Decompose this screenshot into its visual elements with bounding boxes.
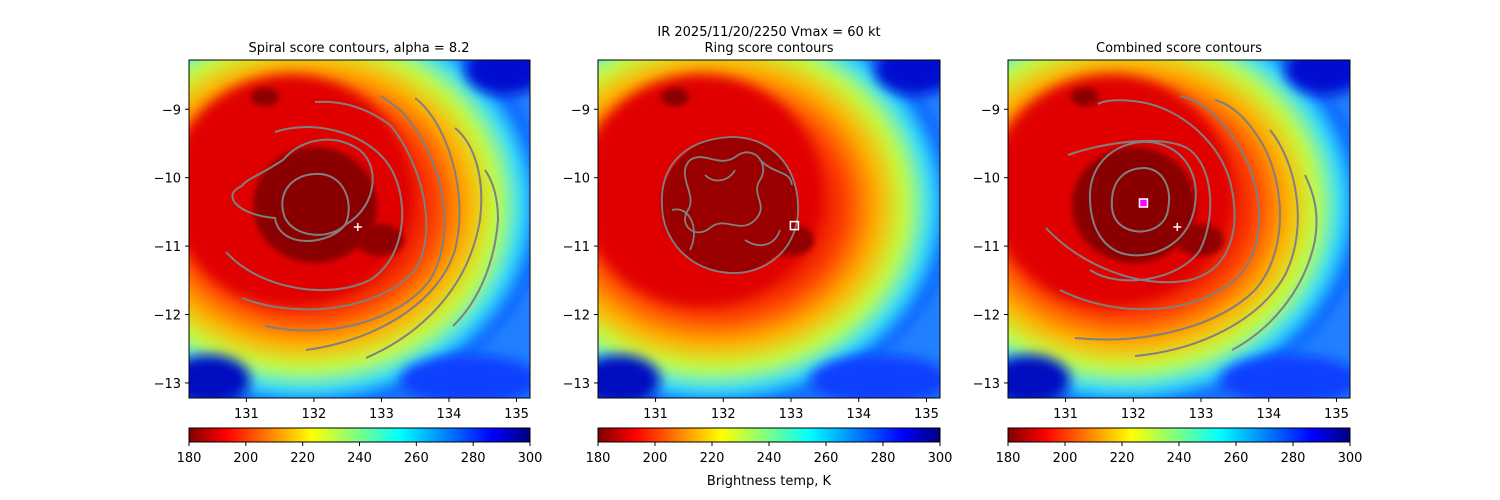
spiral-contour-line bbox=[264, 95, 446, 332]
spiral-contours-0 bbox=[225, 95, 500, 359]
spiral-contours-2 bbox=[1045, 95, 1318, 357]
combined-contour-line bbox=[1231, 174, 1318, 351]
storm-center-marker bbox=[353, 222, 362, 231]
colorbar-tick-label: 240 bbox=[1167, 451, 1192, 466]
colorbar-label: Brightness temp, K bbox=[707, 474, 832, 489]
y-tick-label: −9 bbox=[571, 103, 590, 118]
combined-center-marker bbox=[1138, 198, 1149, 208]
ring-contour-line bbox=[683, 151, 765, 234]
combined-contour-line bbox=[1088, 140, 1197, 257]
ring-contour-line bbox=[661, 136, 799, 274]
panel-title-spiral: Spiral score contours, alpha = 8.2 bbox=[248, 41, 469, 56]
colorbar-tick-label: 240 bbox=[347, 451, 372, 466]
colorbar-tick-label: 280 bbox=[871, 451, 896, 466]
figure-suptitle: IR 2025/11/20/2250 Vmax = 60 kt bbox=[657, 25, 880, 40]
storm-center-marker bbox=[1173, 222, 1182, 231]
colorbar-tick-label: 220 bbox=[290, 451, 315, 466]
spiral-contour-line bbox=[365, 127, 483, 359]
colorbar-tick-label: 200 bbox=[643, 451, 668, 466]
x-tick-label: 132 bbox=[1121, 407, 1146, 422]
y-tick-label: −13 bbox=[154, 377, 181, 392]
y-tick-label: −11 bbox=[154, 240, 181, 255]
x-tick-label: 135 bbox=[504, 407, 529, 422]
colorbar-tick-label: 180 bbox=[177, 451, 202, 466]
x-tick-label: 132 bbox=[711, 407, 736, 422]
x-tick-label: 134 bbox=[1256, 407, 1281, 422]
spiral-contour-line bbox=[305, 97, 461, 351]
x-tick-label: 133 bbox=[1189, 407, 1214, 422]
panel-ring: Ring score contours bbox=[598, 41, 940, 398]
combined-contour-line bbox=[1110, 166, 1170, 233]
ring-contours-1 bbox=[661, 136, 799, 274]
colorbar-tick-label: 180 bbox=[586, 451, 611, 466]
y-tick-label: −11 bbox=[563, 240, 590, 255]
spiral-contour-line bbox=[231, 138, 374, 242]
x-tick-label: 134 bbox=[437, 407, 462, 422]
colorbar-tick-label: 220 bbox=[1110, 451, 1135, 466]
combined-contour-line bbox=[1134, 129, 1299, 357]
spiral-contour-line bbox=[452, 169, 500, 327]
x-tick-label: 133 bbox=[779, 407, 804, 422]
x-tick-label: 135 bbox=[914, 407, 939, 422]
colorbar-tick-label: 220 bbox=[700, 451, 725, 466]
combined-contour-line bbox=[1074, 99, 1281, 341]
x-tick-label: 131 bbox=[643, 407, 668, 422]
x-tick-label: 133 bbox=[369, 407, 394, 422]
colorbar-tick-label: 200 bbox=[233, 451, 258, 466]
colorbar-tick-label: 300 bbox=[928, 451, 953, 466]
panel-spiral: Spiral score contours, alpha = 8.2 bbox=[189, 41, 530, 398]
colorbar-tick-label: 260 bbox=[1224, 451, 1249, 466]
colorbar-tick-label: 280 bbox=[461, 451, 486, 466]
y-tick-label: −13 bbox=[563, 377, 590, 392]
axes-layer: 131 132 133 134 135 −9 −10 −11 −12 −13 180 200 220 24… bbox=[154, 59, 1363, 466]
panel-combined: Combined score contours bbox=[1008, 41, 1350, 398]
colorbar-tick-label: 240 bbox=[757, 451, 782, 466]
colorbar-tick-label: 200 bbox=[1053, 451, 1078, 466]
ring-contour-line bbox=[671, 159, 793, 251]
y-tick-label: −11 bbox=[973, 240, 1000, 255]
colorbar bbox=[597, 427, 941, 443]
panel-title-ring: Ring score contours bbox=[704, 41, 833, 56]
y-tick-label: −9 bbox=[981, 103, 1000, 118]
ir-image-combined bbox=[1008, 60, 1350, 398]
spiral-contour-line bbox=[225, 126, 404, 291]
colorbar bbox=[188, 427, 531, 443]
x-tick-label: 131 bbox=[1053, 407, 1078, 422]
colorbar-tick-label: 180 bbox=[996, 451, 1021, 466]
combined-contour-line bbox=[1067, 139, 1212, 282]
x-tick-label: 131 bbox=[234, 407, 259, 422]
y-tick-label: −13 bbox=[973, 377, 1000, 392]
colorbar-tick-label: 300 bbox=[518, 451, 543, 466]
colorbar-tick-label: 260 bbox=[404, 451, 429, 466]
panel-title-combined: Combined score contours bbox=[1096, 41, 1262, 56]
y-tick-label: −10 bbox=[563, 172, 590, 187]
x-tick-label: 134 bbox=[846, 407, 871, 422]
y-tick-label: −10 bbox=[973, 172, 1000, 187]
colorbar-tick-label: 260 bbox=[814, 451, 839, 466]
axes-frame bbox=[1007, 59, 1351, 399]
ir-image-spiral bbox=[189, 60, 530, 398]
ring-center-marker bbox=[789, 220, 800, 231]
y-tick-label: −9 bbox=[162, 103, 181, 118]
colorbar bbox=[1007, 427, 1351, 443]
ir-image-ring bbox=[598, 60, 940, 398]
axes-frame bbox=[597, 59, 941, 399]
x-tick-label: 132 bbox=[302, 407, 327, 422]
axes-frame bbox=[188, 59, 531, 399]
x-tick-label: 135 bbox=[1324, 407, 1349, 422]
combined-contour-line bbox=[1045, 99, 1236, 284]
colorbar-tick-label: 280 bbox=[1281, 451, 1306, 466]
combined-contour-line bbox=[1059, 95, 1261, 311]
y-tick-label: −12 bbox=[973, 309, 1000, 324]
y-tick-label: −10 bbox=[154, 172, 181, 187]
y-tick-label: −12 bbox=[154, 309, 181, 324]
spiral-contour-line bbox=[241, 100, 428, 311]
colorbar-tick-label: 300 bbox=[1338, 451, 1363, 466]
spiral-contour-line bbox=[281, 172, 350, 236]
y-tick-label: −12 bbox=[563, 309, 590, 324]
